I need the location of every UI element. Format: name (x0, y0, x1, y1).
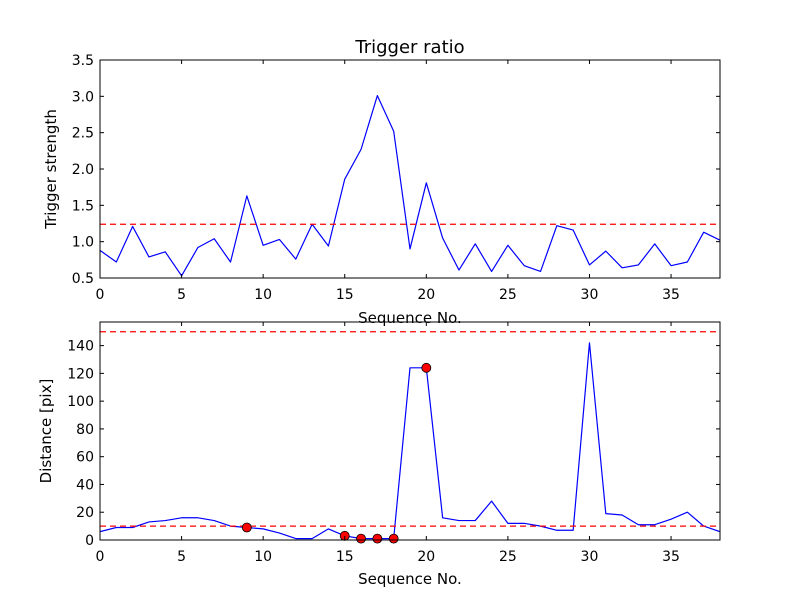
y-tick-label: 60 (76, 450, 94, 466)
x-tick-label: 10 (254, 549, 272, 565)
y-tick-label: 3.0 (72, 89, 94, 105)
data-point-marker (356, 533, 366, 544)
plot-clip (100, 95, 720, 277)
chart-title: Trigger ratio (354, 37, 464, 58)
y-tick-label: 80 (76, 422, 94, 438)
x-tick-label: 35 (662, 549, 680, 565)
data-point-marker (372, 533, 383, 544)
y-axis-label: Distance [pix] (37, 379, 55, 484)
x-tick-label: 0 (96, 549, 105, 565)
y-tick-label: 0.5 (72, 271, 94, 287)
x-tick-label: 30 (581, 287, 599, 303)
axes-frame (99, 321, 721, 541)
data-point-marker (388, 533, 399, 544)
series-line-0 (100, 95, 720, 277)
x-tick-label: 25 (499, 549, 517, 565)
x-tick-label: 30 (581, 549, 599, 565)
y-tick-label: 3.5 (72, 53, 94, 69)
x-tick-label: 25 (499, 287, 517, 303)
y-axis-label: Trigger strength (42, 109, 60, 230)
x-tick-label: 20 (417, 287, 435, 303)
x-tick-label: 5 (177, 549, 186, 565)
x-axis-label: Sequence No. (358, 570, 462, 588)
x-tick-label: 5 (177, 287, 186, 303)
y-tick-label: 1.0 (72, 235, 94, 251)
x-tick-label: 35 (662, 287, 680, 303)
y-tick-label: 20 (76, 505, 94, 521)
y-tick-label: 2.5 (72, 126, 94, 142)
data-point-marker (421, 362, 432, 373)
plot-area (100, 331, 720, 544)
x-tick-label: 15 (336, 287, 354, 303)
y-tick-label: 100 (67, 394, 94, 410)
x-tick-label: 10 (254, 287, 272, 303)
trigger-ratio-chart: Trigger ratio Sequence No. Trigger stren… (42, 37, 721, 327)
distance-chart: Sequence No. Distance [pix] 0 5 10 15 20 25 30… (37, 321, 721, 588)
y-tick-label: 40 (76, 477, 94, 493)
y-tick-label: 140 (67, 339, 94, 355)
ticks: 0 5 10 15 20 25 30 35 0 20 40 60 80 100 120 140 (67, 322, 720, 565)
y-tick-label: 2.0 (72, 162, 94, 178)
y-tick-label: 1.5 (72, 198, 94, 214)
x-tick-label: 15 (336, 549, 354, 565)
plot-clip (100, 331, 720, 540)
x-tick-label: 0 (96, 287, 105, 303)
x-tick-label: 20 (417, 549, 435, 565)
series-line-0 (100, 342, 720, 540)
y-tick-label: 0 (85, 533, 94, 549)
x-axis-label: Sequence No. (358, 309, 462, 327)
y-tick-label: 120 (67, 366, 94, 382)
ticks: 0 5 10 15 20 25 30 35 0.5 1.0 1.5 2.0 2.5 3.0 3.5 (72, 53, 720, 303)
data-point-marker (241, 522, 252, 533)
plot-area (100, 95, 720, 277)
